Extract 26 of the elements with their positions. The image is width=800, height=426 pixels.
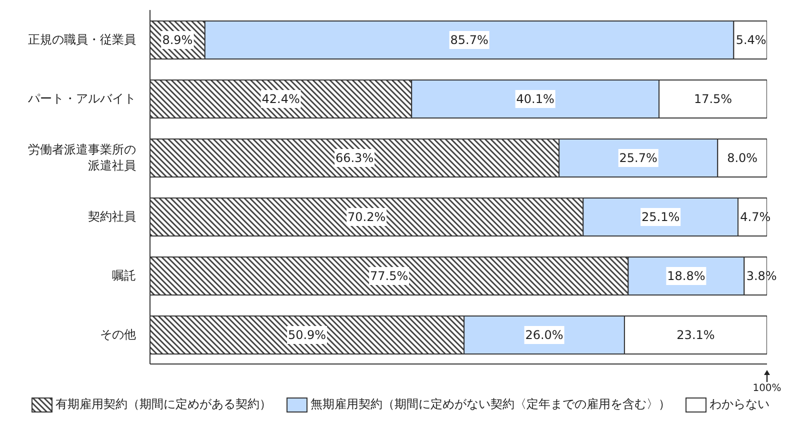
legend-label: 無期雇用契約（期間に定めがない契約〈定年までの雇用を含む〉）: [310, 396, 670, 413]
y-tick-label: パート・アルバイト: [27, 92, 136, 106]
data-label: 8.9%: [162, 33, 193, 47]
legend-label: わからない: [710, 396, 770, 413]
data-label: 26.0%: [525, 328, 564, 342]
data-label: 40.1%: [516, 92, 554, 106]
data-label: 8.0%: [727, 151, 758, 165]
data-label: 50.9%: [288, 328, 326, 342]
data-label: 42.4%: [262, 92, 300, 106]
y-tick-label: 嘱託: [112, 268, 136, 282]
data-label: 17.5%: [694, 92, 732, 106]
data-label: 23.1%: [676, 328, 715, 342]
y-tick-label: 労働者派遣事業所の派遣社員: [28, 142, 136, 172]
data-label: 77.5%: [370, 269, 408, 283]
data-label: 25.1%: [642, 210, 680, 224]
data-label: 66.3%: [335, 151, 374, 165]
y-tick-label: 正規の職員・従業員: [28, 32, 136, 46]
data-label: 5.4%: [736, 33, 766, 47]
data-label: 85.7%: [450, 33, 488, 47]
legend-label: 有期雇用契約（期間に定めがある契約）: [56, 396, 272, 413]
text: 100%: [752, 383, 782, 394]
data-label: 18.8%: [667, 269, 706, 283]
y-tick-label: その他: [100, 328, 136, 342]
data-label: 70.2%: [348, 210, 386, 224]
data-label: 25.7%: [619, 151, 658, 165]
y-tick-label: 契約社員: [88, 210, 136, 224]
